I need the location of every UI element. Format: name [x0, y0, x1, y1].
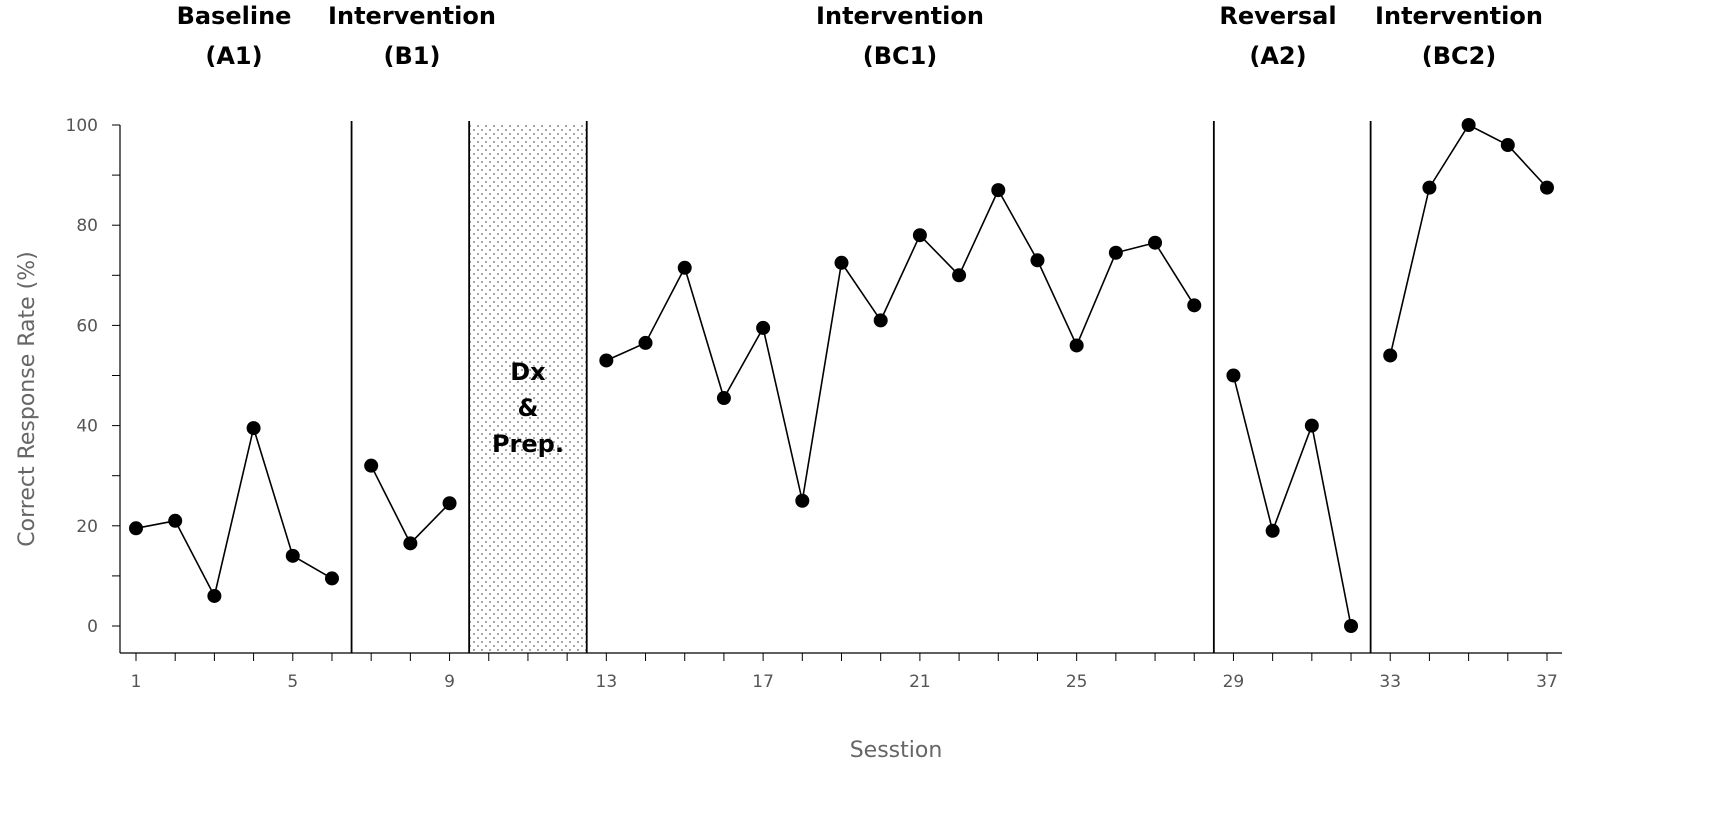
- phase-lines: [350, 121, 1372, 653]
- series-line-A1: [135, 425, 333, 599]
- data-point-A1-1: [129, 521, 143, 536]
- data-point-A2-31: [1304, 418, 1319, 433]
- phase-label-BC2-code: (BC2): [1422, 42, 1497, 70]
- phase-label-A1-code: (A1): [205, 42, 262, 70]
- gap-label-line-0: Dx: [510, 358, 546, 386]
- data-point-BC1-28: [1187, 298, 1202, 313]
- x-tick-label: 29: [1223, 672, 1245, 692]
- data-point-A1-5: [285, 548, 300, 563]
- data-point-A1-4: [246, 421, 261, 436]
- data-point-B1-7: [364, 458, 379, 473]
- data-point-BC1-22: [952, 268, 967, 283]
- x-tick-label: 5: [287, 672, 298, 692]
- data-point-BC1-24: [1030, 253, 1045, 268]
- x-tick-label: 13: [596, 672, 618, 692]
- x-tick-label: 1: [131, 672, 142, 692]
- data-point-B1-9: [442, 496, 457, 511]
- data-point-BC1-17: [756, 320, 771, 335]
- data-point-BC1-19: [834, 255, 849, 270]
- gap-region: [469, 125, 587, 653]
- phase-label-B1-code: (B1): [384, 42, 441, 70]
- axes: 0 20 40 60 80 100 1 5 9 13 17 21 25 29 33 37: [66, 116, 1562, 692]
- series-line-BC2: [1389, 123, 1548, 356]
- phase-label-A2-name: Reversal: [1219, 2, 1336, 30]
- y-tick-label: 40: [76, 417, 98, 437]
- y-tick-label: 0: [87, 617, 98, 637]
- x-axis-title: Sesstion: [850, 738, 943, 763]
- y-tick-label: 20: [76, 517, 98, 537]
- data-point-A1-3: [207, 588, 222, 603]
- data-series: [129, 118, 1554, 633]
- x-tick-label: 37: [1536, 672, 1558, 692]
- series-line-B1: [370, 465, 451, 545]
- data-point-BC1-14: [638, 335, 653, 350]
- phase-label-BC2-name: Intervention: [1375, 2, 1543, 30]
- gap-label-line-2: Prep.: [492, 430, 564, 458]
- gap-shading: [469, 125, 587, 653]
- data-point-BC1-18: [795, 493, 810, 508]
- data-point-A2-32: [1344, 619, 1359, 633]
- data-point-BC1-21: [912, 228, 927, 243]
- data-point-BC1-23: [991, 183, 1006, 198]
- data-point-A2-29: [1226, 368, 1241, 383]
- phase-label-A1-name: Baseline: [177, 2, 292, 30]
- phase-label-BC1-name: Intervention: [816, 2, 984, 30]
- data-point-BC2-33: [1383, 348, 1398, 363]
- data-point-BC1-15: [677, 260, 692, 275]
- data-point-A2-30: [1265, 523, 1280, 538]
- data-point-BC1-13: [599, 353, 614, 368]
- series-line-BC1: [606, 188, 1195, 501]
- phase-label-B1-name: Intervention: [328, 2, 496, 30]
- y-tick-label: 80: [76, 216, 98, 236]
- data-point-BC2-36: [1500, 138, 1515, 153]
- x-tick-label: 21: [909, 672, 931, 692]
- phase-label-A2-code: (A2): [1249, 42, 1306, 70]
- data-point-B1-8: [403, 536, 418, 551]
- x-tick-label: 17: [752, 672, 774, 692]
- gap-label-line-1: &: [517, 394, 538, 422]
- data-point-A1-2: [168, 513, 183, 528]
- x-tick-label: 33: [1379, 672, 1401, 692]
- data-point-BC1-20: [873, 313, 888, 328]
- data-point-BC1-16: [716, 391, 731, 406]
- data-point-BC2-34: [1422, 180, 1437, 195]
- data-point-BC1-27: [1148, 235, 1163, 250]
- data-point-BC2-35: [1461, 118, 1476, 132]
- y-tick-label: 100: [66, 116, 98, 136]
- data-point-A1-6: [324, 571, 339, 586]
- y-tick-label: 60: [76, 316, 98, 336]
- data-point-BC1-25: [1069, 338, 1084, 353]
- x-tick-label: 25: [1066, 672, 1088, 692]
- series-line-A2: [1232, 375, 1352, 627]
- y-axis-title: Correct Response Rate (%): [15, 251, 40, 546]
- x-tick-label: 9: [444, 672, 455, 692]
- data-point-BC2-37: [1540, 180, 1554, 195]
- phase-label-BC1-code: (BC1): [863, 42, 938, 70]
- data-point-BC1-26: [1108, 245, 1123, 260]
- labels: Dx & Prep. Sesstion Correct Response Rate (%…: [15, 2, 1543, 763]
